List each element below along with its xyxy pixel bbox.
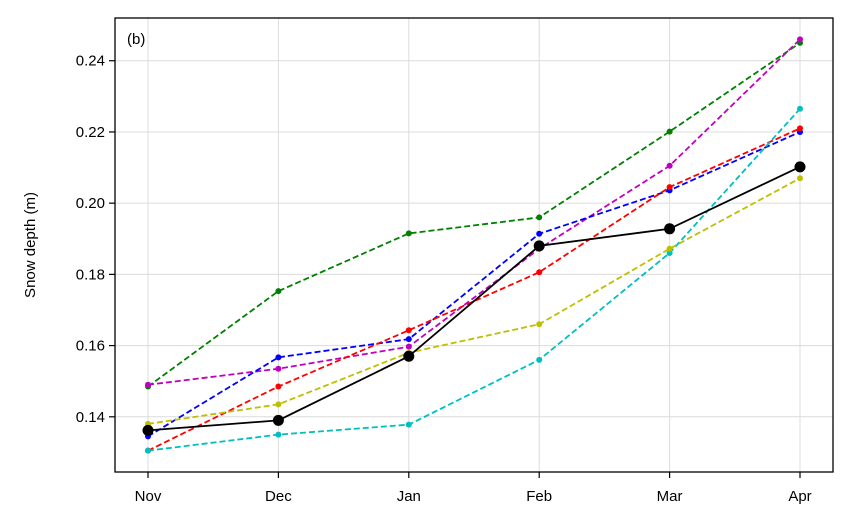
- y-tick-label: 0.22: [76, 124, 105, 141]
- series-4-point: [275, 383, 282, 390]
- series-2-point: [405, 343, 412, 350]
- series-3-point: [405, 336, 412, 343]
- series-group: [142, 36, 806, 454]
- x-tick-label: Nov: [135, 488, 162, 505]
- series-5-point: [536, 356, 543, 363]
- plot-frame: [114, 17, 834, 473]
- series-3-point: [536, 230, 543, 237]
- x-tick-label: Apr: [788, 488, 811, 505]
- series-5-point: [275, 431, 282, 438]
- series-4-point: [666, 184, 673, 191]
- axes: Nov Dec Jan Feb Mar Apr 0.14 0.16 0.18 0.20 0.22 0.…: [76, 53, 812, 505]
- series-line-7: [147, 166, 801, 432]
- series-5-point: [666, 250, 673, 257]
- series-6-point: [666, 245, 673, 252]
- y-axis-label: Snow depth (m): [22, 192, 39, 298]
- series-4-point: [405, 327, 412, 334]
- series-5-point: [797, 105, 803, 112]
- y-tick-label: 0.24: [76, 53, 105, 70]
- series-5-point: [405, 421, 412, 428]
- y-tick-label: 0.16: [76, 338, 105, 355]
- series-line-3: [147, 131, 801, 438]
- series-7-point: [272, 414, 284, 426]
- series-line-4: [147, 127, 801, 452]
- series-4-point: [536, 269, 543, 276]
- y-tick-label: 0.18: [76, 266, 105, 283]
- series-1-point: [666, 128, 673, 135]
- panel-label: (b): [127, 31, 145, 48]
- series-2-point: [797, 36, 803, 43]
- series-line-6: [147, 177, 801, 425]
- series-2-point: [145, 381, 151, 388]
- y-tick-label: 0.20: [76, 195, 105, 212]
- series-7-point: [533, 240, 545, 252]
- grid-lines: [115, 18, 833, 472]
- y-tick-label: 0.14: [76, 409, 105, 426]
- series-1-point: [275, 288, 282, 295]
- x-tick-label: Mar: [657, 488, 683, 505]
- series-2-point: [666, 162, 673, 169]
- series-7-point: [142, 424, 154, 436]
- series-line-2: [147, 38, 801, 386]
- series-line-5: [147, 108, 801, 452]
- series-7-point: [794, 161, 806, 173]
- series-1-point: [405, 230, 412, 237]
- x-tick-label: Jan: [397, 488, 421, 505]
- series-3-point: [275, 354, 282, 361]
- series-7-point: [664, 223, 676, 235]
- series-4-point: [797, 125, 803, 132]
- series-6-point: [797, 175, 803, 182]
- series-1-point: [536, 214, 543, 221]
- series-line-1: [147, 42, 801, 388]
- series-6-point: [275, 401, 282, 408]
- x-tick-label: Feb: [526, 488, 552, 505]
- series-2-point: [275, 365, 282, 372]
- series-7-point: [403, 350, 415, 362]
- x-tick-label: Dec: [265, 488, 292, 505]
- series-6-point: [536, 321, 543, 328]
- series-5-point: [145, 447, 151, 454]
